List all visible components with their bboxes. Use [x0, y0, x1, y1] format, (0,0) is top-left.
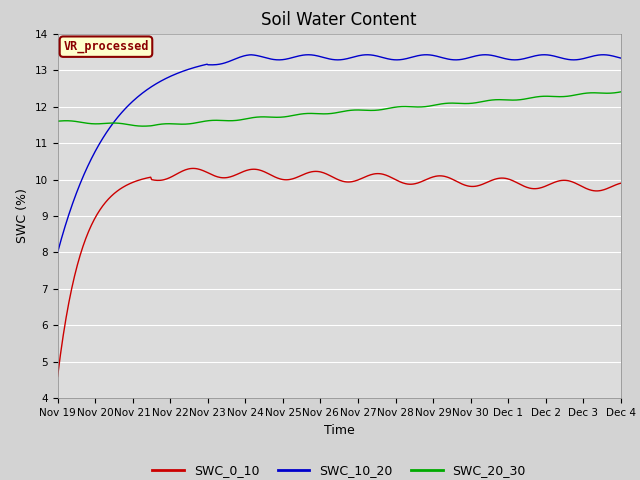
- Legend: SWC_0_10, SWC_10_20, SWC_20_30: SWC_0_10, SWC_10_20, SWC_20_30: [147, 459, 531, 480]
- SWC_10_20: [479, 52, 486, 58]
- SWC_10_20: [198, 62, 206, 68]
- Y-axis label: SWC (%): SWC (%): [16, 189, 29, 243]
- X-axis label: Time: Time: [324, 424, 355, 437]
- SWC_0_10: [54, 373, 61, 379]
- SWC_20_30: [387, 105, 394, 111]
- Line: SWC_0_10: SWC_0_10: [58, 168, 621, 376]
- SWC_20_30: [200, 119, 207, 124]
- SWC_0_10: [479, 181, 486, 187]
- SWC_10_20: [422, 52, 430, 58]
- SWC_0_10: [200, 168, 207, 174]
- SWC_10_20: [431, 53, 438, 59]
- SWC_20_30: [479, 99, 486, 105]
- SWC_10_20: [617, 55, 625, 61]
- SWC_20_30: [617, 89, 625, 95]
- SWC_10_20: [386, 56, 394, 62]
- SWC_10_20: [308, 52, 316, 58]
- SWC_0_10: [189, 166, 197, 171]
- Title: Soil Water Content: Soil Water Content: [262, 11, 417, 29]
- SWC_20_30: [140, 123, 147, 129]
- SWC_0_10: [431, 174, 438, 180]
- SWC_10_20: [154, 80, 161, 86]
- Line: SWC_20_30: SWC_20_30: [58, 92, 621, 126]
- SWC_20_30: [54, 118, 61, 124]
- SWC_20_30: [154, 121, 162, 127]
- SWC_0_10: [617, 180, 625, 186]
- Line: SWC_10_20: SWC_10_20: [58, 55, 621, 252]
- Text: VR_processed: VR_processed: [63, 40, 148, 53]
- SWC_0_10: [310, 168, 317, 174]
- SWC_0_10: [387, 174, 394, 180]
- SWC_20_30: [310, 110, 317, 116]
- SWC_20_30: [431, 102, 438, 108]
- SWC_10_20: [54, 250, 61, 255]
- SWC_0_10: [154, 178, 161, 183]
